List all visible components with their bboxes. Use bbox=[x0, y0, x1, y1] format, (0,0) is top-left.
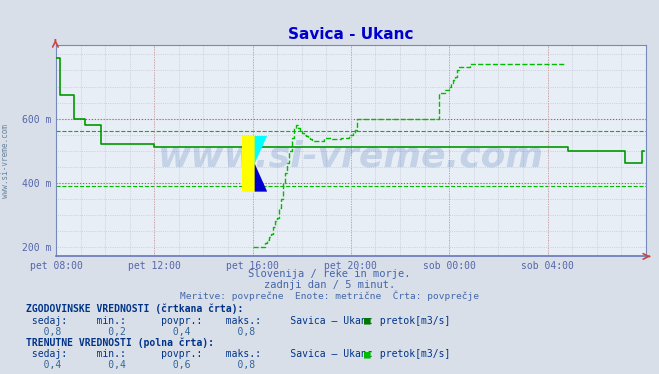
Text: pretok[m3/s]: pretok[m3/s] bbox=[374, 349, 450, 359]
Text: ■: ■ bbox=[364, 316, 371, 325]
Text: ZGODOVINSKE VREDNOSTI (črtkana črta):: ZGODOVINSKE VREDNOSTI (črtkana črta): bbox=[26, 304, 244, 314]
Title: Savica - Ukanc: Savica - Ukanc bbox=[288, 27, 414, 42]
Polygon shape bbox=[254, 163, 267, 191]
Text: TRENUTNE VREDNOSTI (polna črta):: TRENUTNE VREDNOSTI (polna črta): bbox=[26, 337, 214, 348]
Text: 0,4        0,4        0,6        0,8: 0,4 0,4 0,6 0,8 bbox=[26, 361, 256, 370]
Text: sedaj:     min.:      povpr.:    maks.:     Savica – Ukanc: sedaj: min.: povpr.: maks.: Savica – Uka… bbox=[26, 349, 373, 359]
Text: ■: ■ bbox=[364, 349, 371, 359]
Polygon shape bbox=[254, 135, 267, 163]
Text: sedaj:     min.:      povpr.:    maks.:     Savica – Ukanc: sedaj: min.: povpr.: maks.: Savica – Uka… bbox=[26, 316, 373, 325]
Polygon shape bbox=[242, 135, 254, 191]
Text: Meritve: povprečne  Enote: metrične  Črta: povprečje: Meritve: povprečne Enote: metrične Črta:… bbox=[180, 291, 479, 301]
Text: zadnji dan / 5 minut.: zadnji dan / 5 minut. bbox=[264, 280, 395, 290]
Text: pretok[m3/s]: pretok[m3/s] bbox=[374, 316, 450, 325]
Text: Slovenija / reke in morje.: Slovenija / reke in morje. bbox=[248, 269, 411, 279]
Text: 0,8        0,2        0,4        0,8: 0,8 0,2 0,4 0,8 bbox=[26, 327, 256, 337]
Text: www.si-vreme.com: www.si-vreme.com bbox=[1, 124, 10, 198]
Text: www.si-vreme.com: www.si-vreme.com bbox=[158, 140, 544, 174]
